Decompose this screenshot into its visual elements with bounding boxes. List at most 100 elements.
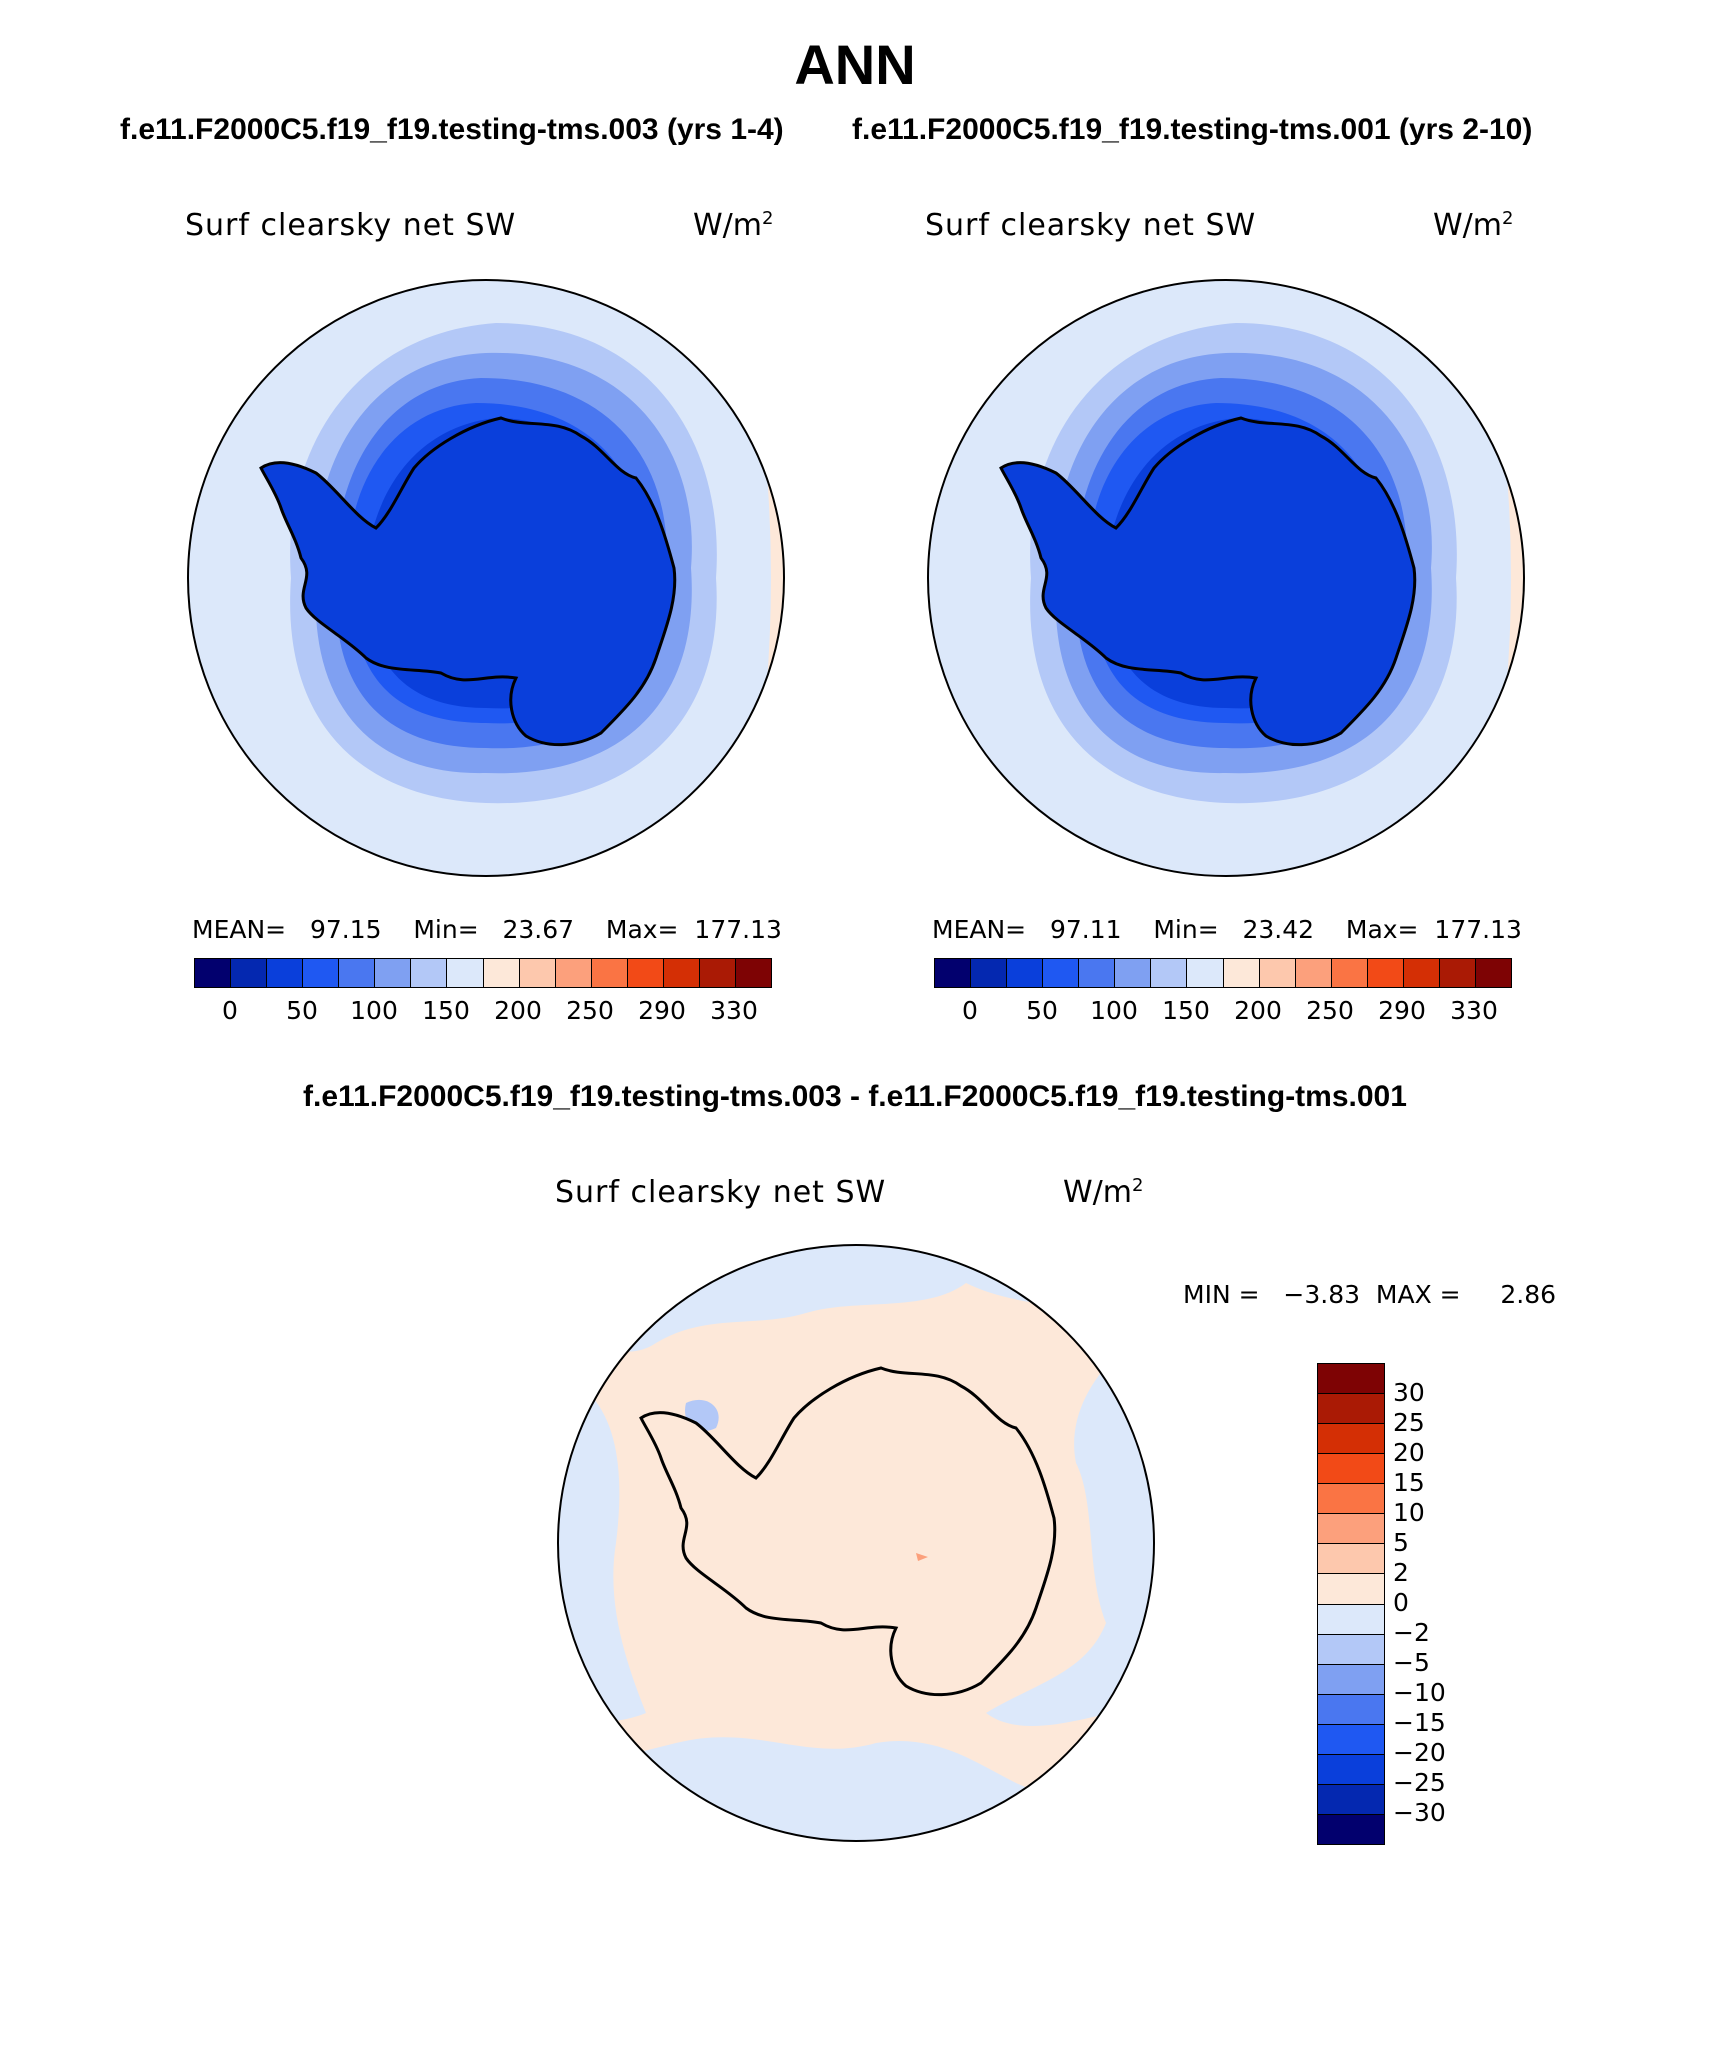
panel2-colorbar-ticks: 0 50 100 150 200 250 290 330 [934,996,1510,1026]
colorbar-tick-label: 30 [1393,1378,1425,1407]
colorbar-tick-label: −20 [1393,1738,1446,1767]
colorbar-tick-label: 25 [1393,1408,1425,1437]
diff-min-value: −3.83 [1283,1280,1361,1309]
colorbar-swatch [339,959,376,987]
colorbar-swatch [1007,959,1044,987]
colorbar-swatch [375,959,412,987]
panel2-polar-map [927,279,1525,877]
colorbar-tick-label: 150 [1162,996,1210,1025]
panel1-colorbar [194,958,772,988]
colorbar-swatch [231,959,268,987]
colorbar-swatch [935,959,972,987]
colorbar-swatch [1318,1724,1384,1755]
panel2-min-value: 23.42 [1242,915,1315,944]
colorbar-swatch [591,959,628,987]
colorbar-swatch [1318,1484,1384,1515]
colorbar-swatch [663,959,700,987]
panel2-mean-label: MEAN= [932,915,1027,944]
colorbar-swatch [1331,959,1368,987]
panel1-polar-map [187,279,785,877]
colorbar-swatch [1318,1394,1384,1425]
panel1-mean-label: MEAN= [192,915,287,944]
colorbar-tick-label: 0 [1393,1588,1409,1617]
colorbar-tick-label: 50 [286,996,318,1025]
colorbar-swatch [1115,959,1152,987]
diff-neg-region-west [558,1373,646,1722]
colorbar-tick-label: 100 [350,996,398,1025]
case-label-right: f.e11.F2000C5.f19_f19.testing-tms.001 (y… [852,113,1533,146]
colorbar-swatch [1318,1514,1384,1545]
panel1-mean-value: 97.15 [309,915,382,944]
colorbar-swatch [1318,1574,1384,1605]
diff-colorbar-ticks: 30 25 20 15 10 5 2 0 −2 −5 −10 −15 −20 −25 −30 [1393,1363,1493,1843]
colorbar-swatch [1295,959,1332,987]
colorbar-swatch [1318,1784,1384,1815]
diff-units-label: W/m2 [1063,1175,1144,1210]
colorbar-tick-label: −15 [1393,1708,1446,1737]
colorbar-tick-label: 290 [1378,996,1426,1025]
panel1-antarctica-coast [259,416,677,747]
colorbar-swatch [483,959,520,987]
colorbar-tick-label: −2 [1393,1618,1430,1647]
colorbar-swatch [1259,959,1296,987]
colorbar-swatch [195,959,232,987]
panel2-stats: MEAN= 97.11 Min= 23.42 Max= 177.13 [932,915,1522,944]
colorbar-swatch [1079,959,1116,987]
colorbar-tick-label: 250 [1306,996,1354,1025]
panel1-min-value: 23.67 [502,915,575,944]
colorbar-tick-label: −10 [1393,1678,1446,1707]
diff-title: f.e11.F2000C5.f19_f19.testing-tms.003 - … [303,1080,1407,1113]
panel1-map-boundary [187,279,785,877]
colorbar-swatch [519,959,556,987]
colorbar-tick-label: 15 [1393,1468,1425,1497]
colorbar-swatch [699,959,736,987]
diff-max-label: MAX = [1375,1280,1461,1309]
panel1-colorbar-ticks: 0 50 100 150 200 250 290 330 [194,996,770,1026]
colorbar-swatch [1318,1424,1384,1455]
colorbar-tick-label: 250 [566,996,614,1025]
panel2-map-boundary [927,279,1525,877]
panel1-min-label: Min= [413,915,479,944]
colorbar-tick-label: 20 [1393,1438,1425,1467]
colorbar-swatch [1318,1664,1384,1695]
colorbar-swatch [1318,1364,1384,1395]
panel1-variable-label: Surf clearsky net SW [185,208,517,243]
colorbar-swatch [303,959,340,987]
colorbar-swatch [1318,1754,1384,1785]
diff-colorbar [1317,1363,1385,1845]
colorbar-swatch [411,959,448,987]
panel2-mean-value: 97.11 [1049,915,1122,944]
colorbar-tick-label: 330 [710,996,758,1025]
colorbar-swatch [1367,959,1404,987]
colorbar-swatch [1043,959,1080,987]
colorbar-swatch [1475,959,1511,987]
colorbar-swatch [447,959,484,987]
diff-map-boundary [557,1244,1155,1842]
colorbar-tick-label: 200 [494,996,542,1025]
colorbar-swatch [1403,959,1440,987]
panel1-stats: MEAN= 97.15 Min= 23.67 Max= 177.13 [192,915,782,944]
colorbar-tick-label: 330 [1450,996,1498,1025]
colorbar-swatch [1318,1604,1384,1635]
colorbar-tick-label: 100 [1090,996,1138,1025]
colorbar-tick-label: 150 [422,996,470,1025]
panel2-min-label: Min= [1153,915,1219,944]
diff-minmax: MIN = −3.83 MAX = 2.86 [1183,1280,1556,1309]
panel2-colorbar [934,958,1512,988]
colorbar-swatch [735,959,771,987]
colorbar-swatch [555,959,592,987]
colorbar-swatch [1187,959,1224,987]
colorbar-swatch [1439,959,1476,987]
colorbar-tick-label: −30 [1393,1798,1446,1827]
colorbar-swatch [971,959,1008,987]
colorbar-tick-label: 50 [1026,996,1058,1025]
panel2-units-label: W/m2 [1433,208,1514,243]
panel2-variable-label: Surf clearsky net SW [925,208,1257,243]
colorbar-tick-label: −25 [1393,1768,1446,1797]
colorbar-tick-label: 290 [638,996,686,1025]
colorbar-swatch [1223,959,1260,987]
colorbar-swatch [1318,1634,1384,1665]
diff-antarctica-coast [639,1366,1057,1697]
diff-hot-spot [916,1553,928,1561]
panel2-max-label: Max= [1345,915,1419,944]
